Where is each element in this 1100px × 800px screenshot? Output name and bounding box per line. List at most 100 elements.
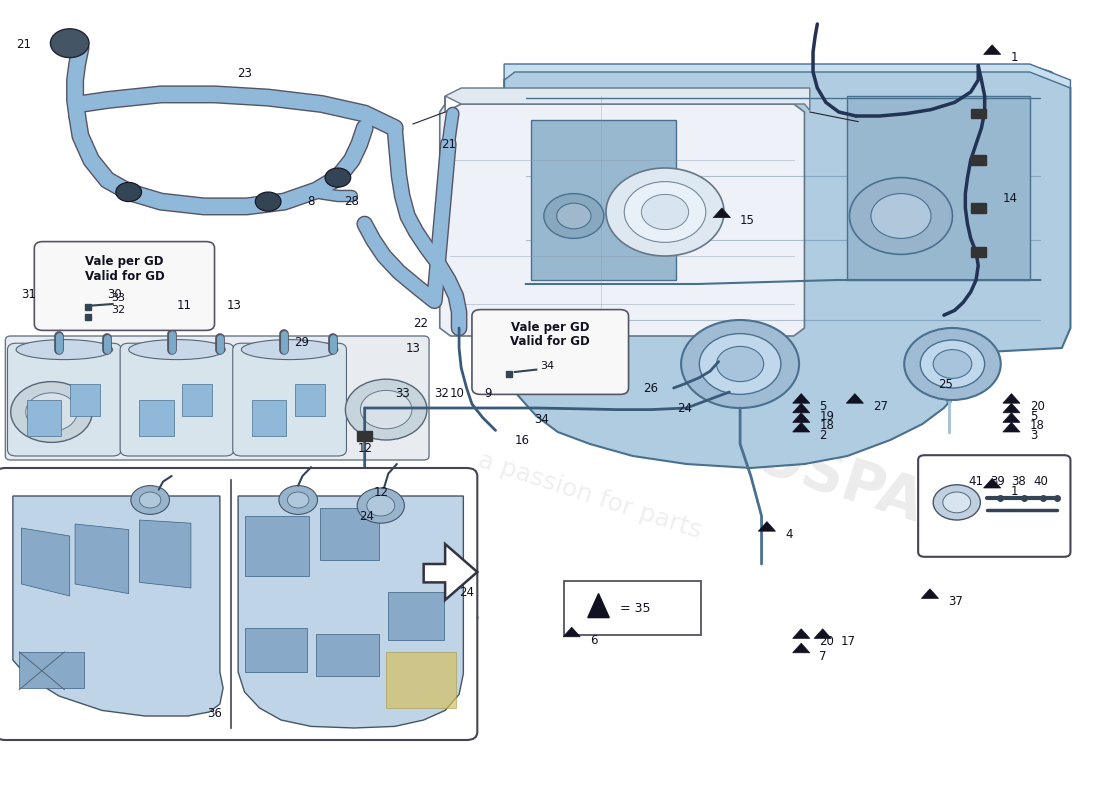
Polygon shape — [793, 413, 810, 422]
Text: 18: 18 — [820, 419, 834, 432]
Text: 24: 24 — [676, 402, 692, 414]
Text: 1: 1 — [1011, 485, 1018, 498]
Bar — [183, 384, 212, 416]
Polygon shape — [440, 96, 804, 336]
Text: Vale per GD: Vale per GD — [512, 321, 590, 334]
Bar — [252, 400, 286, 436]
Bar — [970, 247, 986, 257]
Circle shape — [904, 328, 1001, 400]
Text: 32: 32 — [434, 387, 449, 400]
Circle shape — [943, 492, 970, 513]
Text: 13: 13 — [227, 299, 241, 312]
Text: 34: 34 — [535, 413, 549, 426]
Circle shape — [921, 340, 984, 388]
Polygon shape — [446, 88, 810, 110]
Circle shape — [641, 194, 689, 230]
Bar — [320, 508, 378, 560]
Text: 26: 26 — [644, 382, 659, 395]
Text: 9: 9 — [484, 387, 492, 400]
Bar — [358, 522, 372, 531]
Text: 41: 41 — [969, 475, 983, 488]
Polygon shape — [504, 66, 1070, 468]
Text: 19: 19 — [820, 410, 835, 422]
Polygon shape — [22, 528, 69, 596]
Text: 32: 32 — [111, 306, 125, 315]
Bar — [970, 109, 986, 118]
Polygon shape — [793, 629, 810, 638]
Text: 21: 21 — [441, 138, 455, 150]
Circle shape — [279, 486, 318, 514]
Polygon shape — [1003, 422, 1020, 432]
Circle shape — [700, 334, 781, 394]
Polygon shape — [1003, 413, 1020, 422]
Text: 7: 7 — [820, 650, 827, 662]
Circle shape — [933, 350, 971, 378]
Polygon shape — [847, 96, 1030, 280]
Circle shape — [255, 192, 280, 211]
Text: 20: 20 — [820, 635, 834, 648]
Text: since 1985: since 1985 — [530, 314, 800, 438]
Bar — [26, 400, 62, 436]
Ellipse shape — [241, 339, 338, 360]
Text: 37: 37 — [948, 595, 964, 608]
FancyBboxPatch shape — [564, 581, 702, 635]
Text: 33: 33 — [395, 387, 409, 400]
Text: 4: 4 — [785, 528, 793, 541]
Polygon shape — [793, 403, 810, 413]
Text: 11: 11 — [177, 299, 192, 312]
Polygon shape — [793, 422, 810, 432]
Text: 8: 8 — [307, 195, 315, 208]
Circle shape — [25, 393, 77, 431]
Text: a passion for parts: a passion for parts — [475, 449, 705, 543]
Text: 14: 14 — [1003, 192, 1018, 205]
Text: 25: 25 — [938, 378, 954, 390]
Circle shape — [324, 168, 351, 187]
Text: 34: 34 — [540, 361, 554, 370]
Text: 24: 24 — [360, 510, 374, 522]
Bar — [970, 203, 986, 213]
Circle shape — [116, 182, 142, 202]
Circle shape — [871, 194, 931, 238]
Circle shape — [287, 492, 309, 508]
Circle shape — [557, 203, 591, 229]
Text: 23: 23 — [238, 67, 252, 80]
Text: 12: 12 — [373, 486, 388, 498]
FancyBboxPatch shape — [472, 310, 628, 394]
Polygon shape — [424, 544, 477, 600]
Text: Valid for GD: Valid for GD — [510, 335, 590, 348]
Polygon shape — [922, 589, 938, 598]
Circle shape — [140, 492, 161, 508]
FancyBboxPatch shape — [233, 343, 346, 456]
Polygon shape — [814, 629, 832, 638]
Text: 15: 15 — [740, 214, 755, 227]
Polygon shape — [504, 64, 1070, 88]
Polygon shape — [587, 594, 609, 618]
Bar — [295, 384, 324, 416]
Text: 40: 40 — [1033, 475, 1048, 488]
Bar — [970, 155, 986, 165]
Polygon shape — [563, 627, 581, 637]
Text: 29: 29 — [294, 336, 309, 349]
FancyBboxPatch shape — [34, 242, 214, 330]
Text: 3: 3 — [1030, 429, 1037, 442]
Polygon shape — [1003, 394, 1020, 403]
Text: 36: 36 — [207, 707, 222, 720]
Text: 1: 1 — [1011, 51, 1018, 64]
Text: 22: 22 — [412, 317, 428, 330]
Text: 21: 21 — [16, 38, 31, 50]
Circle shape — [11, 382, 92, 442]
Text: 24: 24 — [459, 586, 474, 598]
Text: 5: 5 — [820, 400, 827, 413]
Text: 6: 6 — [590, 634, 597, 646]
Text: 12: 12 — [358, 442, 372, 454]
Bar — [20, 652, 84, 688]
Text: 13: 13 — [406, 342, 420, 354]
Polygon shape — [793, 394, 810, 403]
Ellipse shape — [16, 339, 112, 360]
Polygon shape — [713, 208, 730, 218]
Polygon shape — [75, 524, 129, 594]
Bar — [244, 516, 309, 576]
Circle shape — [366, 495, 395, 516]
Polygon shape — [846, 394, 864, 403]
Polygon shape — [13, 496, 223, 716]
